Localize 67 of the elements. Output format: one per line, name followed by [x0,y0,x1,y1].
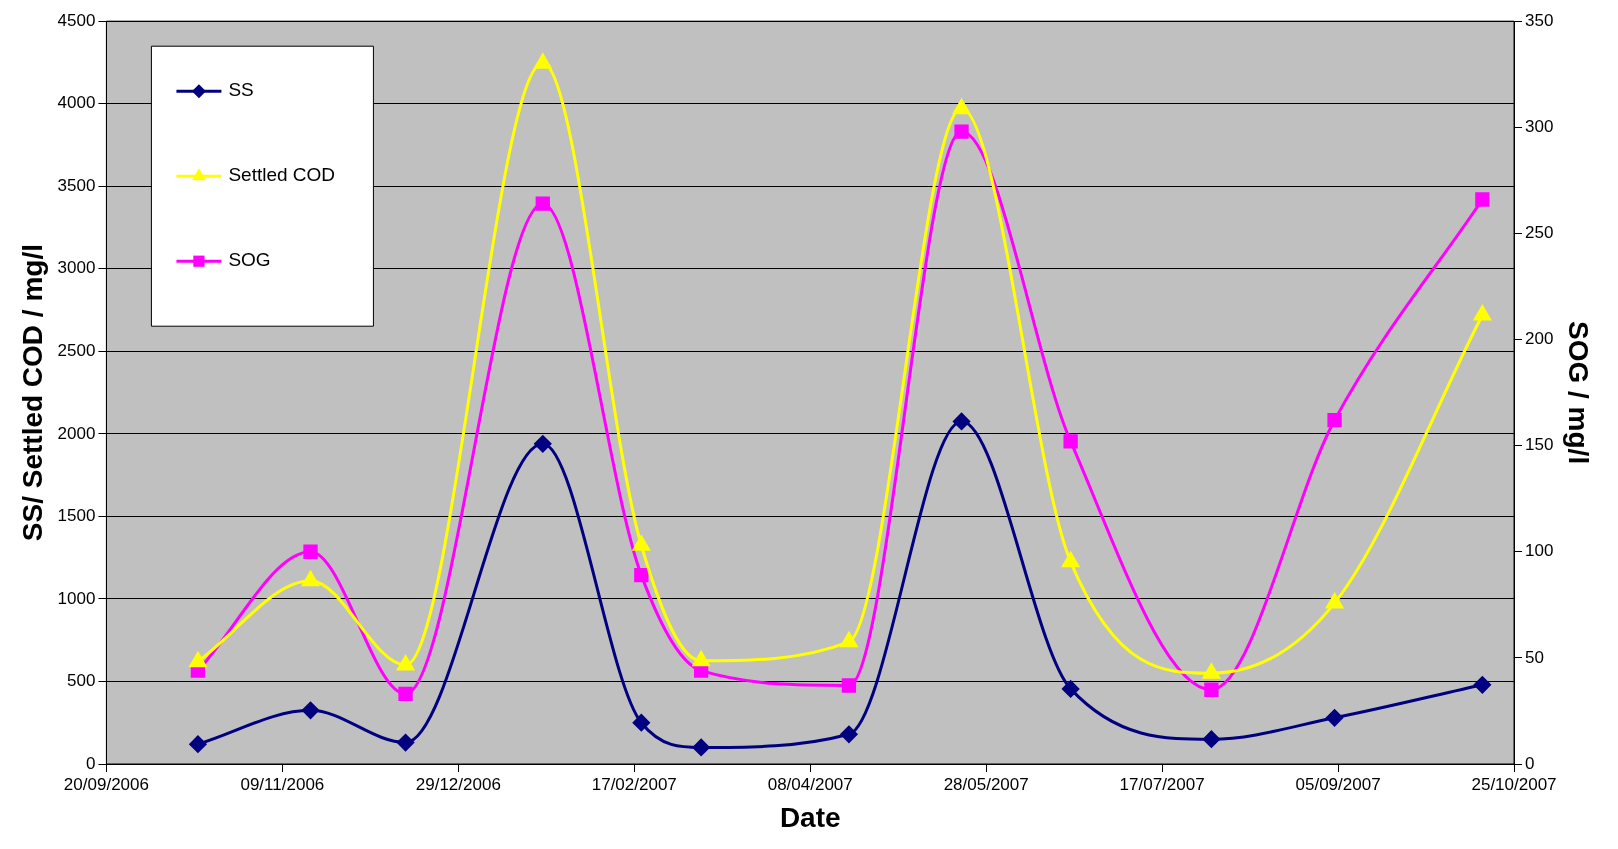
point [840,632,858,648]
y2-tick-label: 100 [1525,541,1554,561]
y2-tick-label: 300 [1525,117,1554,136]
y2-tick-label: 200 [1525,329,1554,349]
point [534,435,552,453]
point [1327,413,1342,428]
x-axis-title: Date [779,801,841,833]
y-tick-label: 4000 [57,93,96,113]
y-axis-title: SS/ Settled COD / mg/l [16,244,48,542]
x-tick-label: 25/10/2007 [1471,774,1557,794]
x-tick-label: 20/09/2006 [63,774,149,794]
point [535,196,550,211]
legend-label: SOG [228,249,271,271]
x-tick-label: 17/02/2007 [591,774,677,794]
y-tick-label: 4500 [57,10,96,30]
point [303,544,318,559]
point [397,655,414,671]
x-tick-label: 09/11/2006 [240,774,325,794]
x-tick-label: 28/05/2007 [943,774,1029,794]
y2-tick-label: 150 [1525,435,1554,455]
point [1473,676,1491,694]
y-tick-label: 3000 [57,258,96,278]
point [398,686,413,702]
y2-axis-title: SOG / mg/l [1563,321,1595,465]
point [632,535,650,551]
legend-label: Settled COD [228,164,336,186]
point [634,567,649,583]
point [1063,434,1078,449]
y-tick-label: 1000 [57,588,96,608]
x-tick-label: 29/12/2006 [415,774,501,794]
point [1062,680,1080,698]
point [953,99,970,115]
y-tick-label: 3500 [57,175,96,195]
point [1326,709,1344,727]
y-tick-label: 1500 [57,506,96,526]
y-tick-label: 0 [85,753,96,773]
point [302,571,319,587]
point [189,735,207,753]
point [302,701,320,719]
x-tick-label: 08/04/2007 [767,774,853,794]
point [1473,305,1491,321]
y2-tick-label: 250 [1525,223,1554,243]
point [1204,682,1219,697]
point [1202,663,1220,679]
point [1326,593,1343,609]
y2-tick-label: 350 [1525,10,1554,30]
point [397,734,415,752]
point [841,678,857,693]
y2-tick-label: 0 [1525,753,1535,773]
point [534,53,552,69]
x-tick-label: 17/07/2007 [1119,774,1205,794]
y-tick-label: 2000 [57,423,96,443]
point [1202,730,1220,748]
point [692,651,710,667]
y-tick-label: 2500 [57,341,96,361]
point [1475,192,1490,207]
point [189,652,207,668]
point [953,412,971,430]
x-tick-label: 05/09/2007 [1295,774,1381,794]
point [1062,552,1080,568]
y-tick-label: 500 [67,671,96,691]
point [840,725,858,743]
legend-label: SS [228,79,254,101]
point [954,124,969,139]
point [692,738,710,756]
point [632,714,650,732]
y2-tick-label: 50 [1525,647,1544,667]
